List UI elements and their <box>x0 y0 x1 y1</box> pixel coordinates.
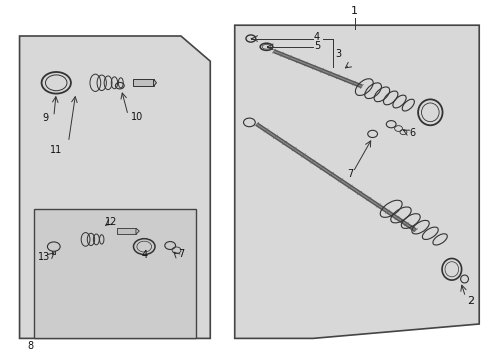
Text: 13: 13 <box>38 252 50 262</box>
Text: 6: 6 <box>409 128 415 138</box>
Bar <box>34 209 195 338</box>
Text: 12: 12 <box>105 217 118 227</box>
Bar <box>133 79 153 86</box>
Polygon shape <box>136 228 139 234</box>
Text: 4: 4 <box>141 250 147 260</box>
Text: 4: 4 <box>313 32 320 42</box>
Text: 7: 7 <box>178 249 183 260</box>
Text: 1: 1 <box>350 6 357 17</box>
Text: 10: 10 <box>130 112 143 122</box>
Text: 7: 7 <box>347 170 353 180</box>
Text: 2: 2 <box>466 296 473 306</box>
Text: 3: 3 <box>334 49 341 59</box>
Polygon shape <box>234 25 478 338</box>
Text: 9: 9 <box>42 113 48 123</box>
Polygon shape <box>20 36 210 338</box>
Bar <box>117 228 136 234</box>
Text: 11: 11 <box>50 145 62 155</box>
Polygon shape <box>153 79 156 86</box>
Text: 5: 5 <box>313 41 320 51</box>
Text: 8: 8 <box>28 341 34 351</box>
